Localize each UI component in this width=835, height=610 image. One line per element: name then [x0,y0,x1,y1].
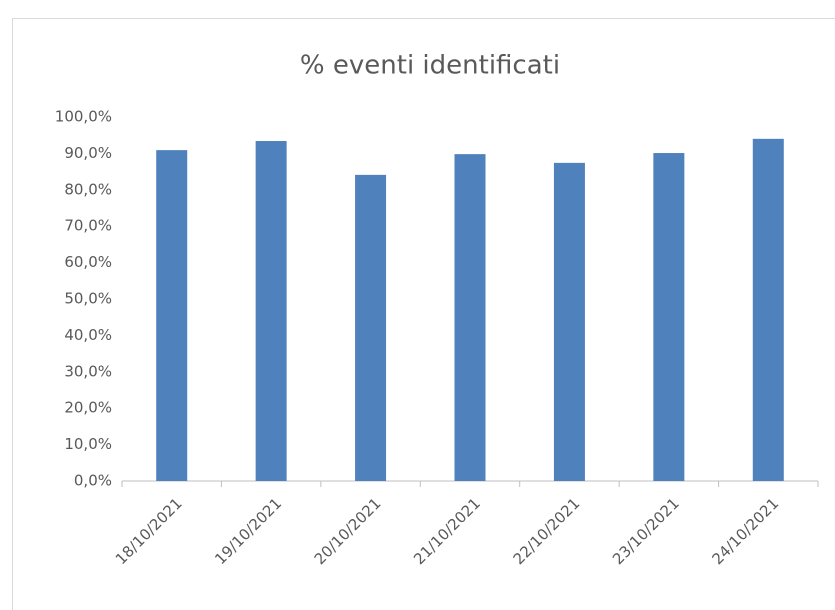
bar [653,153,685,481]
bar [752,138,784,481]
chart-title: % eventi identificati [300,51,560,81]
bar [156,150,188,481]
bar [355,174,387,481]
bar [553,162,585,481]
bar [255,141,287,482]
y-tick-label: 40,0% [64,326,112,344]
bar [454,154,486,482]
y-tick-label: 60,0% [64,253,112,271]
y-tick-label: 0,0% [74,472,112,490]
y-tick-label: 10,0% [64,435,112,453]
y-tick-label: 90,0% [64,144,112,162]
chart-border [12,18,835,610]
y-tick-label: 30,0% [64,362,112,380]
y-tick-label: 80,0% [64,180,112,198]
y-tick-label: 20,0% [64,399,112,417]
y-tick-label: 50,0% [64,290,112,308]
y-tick-label: 100,0% [55,108,112,126]
y-tick-label: 70,0% [64,217,112,235]
